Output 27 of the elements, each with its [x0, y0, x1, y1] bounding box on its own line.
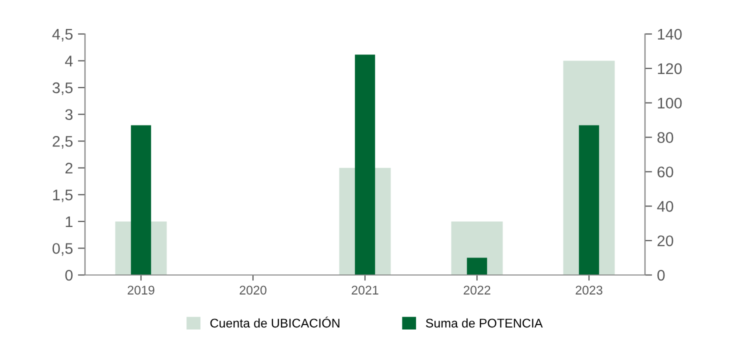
y-tick-label: 3 [65, 109, 73, 120]
x-tick-label: 2019 [128, 286, 154, 295]
y-tick-label: 1 [66, 216, 72, 227]
y-tick-label: 2 [65, 162, 72, 174]
y2-tick-label: 120 [658, 63, 682, 74]
y-tick-label: 2,5 [52, 136, 73, 149]
y2-tick-label: 80 [657, 132, 674, 143]
x-tick-label: 2021 [352, 286, 378, 295]
y-tick-label: 4 [65, 56, 73, 66]
y2-tick-label: 20 [658, 235, 674, 246]
x-tick-label: 2022 [464, 286, 490, 295]
y-tick-label: 0,5 [52, 243, 73, 256]
y2-tick-label: 60 [658, 166, 674, 178]
bar [578, 125, 600, 275]
y-tick-label: 4,5 [52, 29, 73, 42]
y-tick-label: 0 [65, 270, 73, 281]
y2-tick-label: 0 [657, 270, 665, 281]
y2-tick-label: 40 [657, 201, 674, 212]
y2-tick-label: 140 [658, 28, 682, 40]
x-tick-label: 2023 [576, 286, 602, 295]
legend-label: Cuenta de UBICACIÓN [210, 316, 340, 328]
y2-tick-label: 100 [658, 98, 682, 109]
legend-label: Suma de POTENCIA [426, 318, 543, 328]
y-tick-label: 3,5 [52, 82, 73, 96]
x-tick-label: 2020 [240, 286, 266, 295]
y-tick-label: 1,5 [53, 190, 73, 202]
bar [466, 258, 488, 275]
